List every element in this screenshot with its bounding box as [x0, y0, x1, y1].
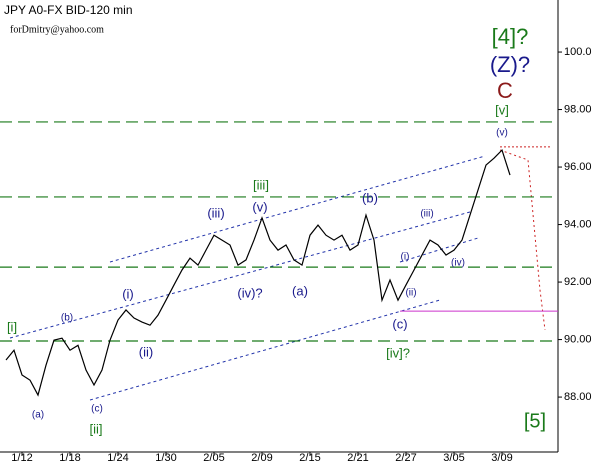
wave-label: (v) — [252, 199, 267, 214]
x-tick-label: 1/12 — [11, 452, 32, 464]
x-tick-label: 3/09 — [491, 452, 512, 464]
wave-label: (v) — [496, 128, 508, 139]
wave-label: [iv]? — [386, 345, 410, 360]
price-line — [5, 148, 511, 397]
wave-label: (iv)? — [237, 285, 262, 300]
x-tick-label: 2/21 — [347, 452, 368, 464]
projection — [499, 149, 546, 331]
wave-label: (Z)? — [490, 52, 530, 77]
y-tick-label: 90.00 — [564, 333, 592, 345]
wave-label: (iii) — [207, 205, 224, 220]
y-tick-label: 88.00 — [564, 391, 592, 403]
y-tick-label: 94.00 — [564, 218, 592, 230]
wave-label: (b) — [362, 190, 378, 205]
y-tick-label: 92.00 — [564, 276, 592, 288]
wave-label: (ii) — [139, 344, 153, 359]
x-tick-label: 2/05 — [203, 452, 224, 464]
wave-label: (a) — [292, 283, 308, 298]
x-tick-label: 2/27 — [395, 452, 416, 464]
x-tick-label: 1/24 — [107, 452, 128, 464]
wave-label: [ii] — [90, 421, 103, 436]
y-tick-label: 98.00 — [564, 103, 592, 115]
x-tick-label: 2/09 — [251, 452, 272, 464]
wave-label: (c) — [91, 404, 103, 415]
x-tick-label: 2/15 — [299, 452, 320, 464]
wave-label: (c) — [392, 316, 407, 331]
wave-label: (i) — [122, 286, 134, 301]
channel-lines — [9, 155, 486, 401]
x-tick-label: 3/05 — [443, 452, 464, 464]
wave-label: [v] — [495, 102, 509, 117]
wave-label: [4]? — [492, 24, 529, 49]
subtitle: forDmitry@yahoo.com — [10, 24, 104, 35]
wave-label: C — [497, 78, 513, 103]
x-tick-label: 1/30 — [155, 452, 176, 464]
wave-label: (b) — [61, 313, 73, 324]
wave-label: (iii) — [420, 209, 433, 220]
wave-label: (i) — [401, 252, 410, 263]
wave-label: (ii) — [405, 288, 416, 299]
x-tick-label: 1/18 — [59, 452, 80, 464]
wave-label: [i] — [7, 319, 17, 334]
wave-label: (a) — [32, 410, 44, 421]
wave-label: [5] — [524, 410, 546, 432]
y-tick-label: 100.0 — [564, 46, 592, 58]
wave-label: [iii] — [253, 177, 269, 192]
y-tick-label: 96.00 — [564, 161, 592, 173]
wave-label: (iv) — [451, 258, 465, 269]
chart-title: JPY A0-FX BID-120 min — [4, 3, 133, 17]
